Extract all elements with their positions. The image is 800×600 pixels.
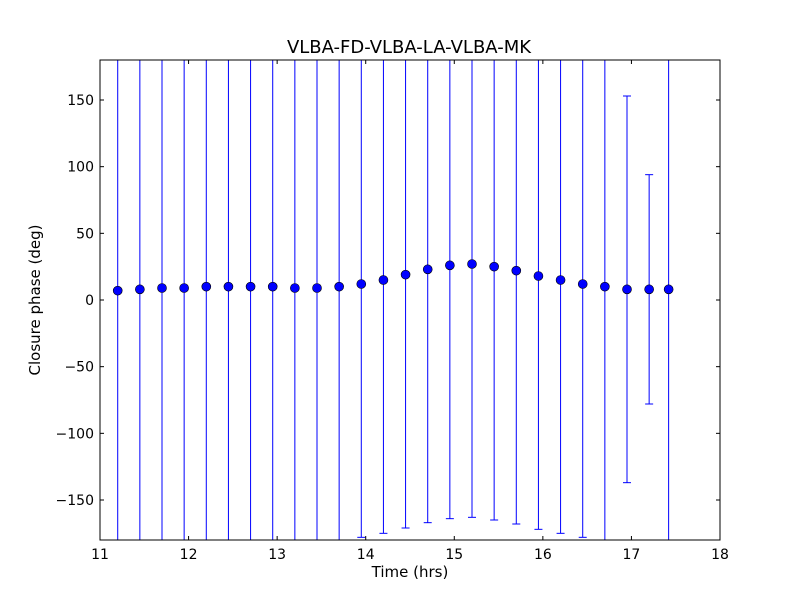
- x-tick-label: 13: [268, 547, 286, 563]
- data-point: [489, 261, 499, 272]
- data-point: [577, 279, 588, 289]
- data-point: [223, 281, 234, 292]
- data-point: [334, 281, 344, 292]
- x-axis-label: Time (hrs): [371, 563, 449, 581]
- data-point: [290, 283, 300, 293]
- data-point: [555, 275, 566, 285]
- data-point: [356, 279, 367, 289]
- y-axis-label: Closure phase (deg): [26, 225, 44, 376]
- data-point: [157, 283, 167, 293]
- x-tick-label: 16: [534, 547, 552, 563]
- y-tick-label: −50: [64, 360, 94, 376]
- x-tick-label: 15: [445, 547, 463, 563]
- plot-frame: [99, 59, 721, 541]
- data-point: [600, 281, 610, 292]
- data-point: [135, 284, 145, 295]
- x-tick-label: 12: [180, 547, 198, 563]
- data-point: [312, 283, 322, 293]
- data-point: [112, 285, 123, 296]
- data-point: [267, 281, 278, 292]
- y-tick-label: 50: [76, 226, 94, 242]
- data-point: [511, 265, 522, 276]
- data-point: [533, 271, 544, 281]
- data-point: [245, 281, 256, 292]
- data-point: [400, 269, 411, 280]
- y-tick-label: −100: [56, 426, 94, 442]
- data-point: [378, 275, 389, 285]
- data-points-group: [112, 259, 674, 296]
- x-tick-label: 17: [623, 547, 641, 563]
- chart-title: VLBA-FD-VLBA-LA-VLBA-MK: [287, 37, 532, 58]
- x-tick-label: 18: [711, 547, 729, 563]
- y-tick-label: 150: [67, 93, 94, 109]
- data-point: [622, 284, 632, 295]
- data-point: [422, 264, 433, 275]
- x-tick-label: 11: [91, 547, 109, 563]
- data-point: [201, 281, 212, 292]
- data-point: [179, 283, 189, 293]
- data-point: [663, 284, 674, 295]
- y-tick-label: 0: [85, 293, 94, 309]
- error-bars-group: [117, 60, 670, 541]
- x-tick-label: 14: [357, 547, 375, 563]
- data-point: [467, 259, 477, 269]
- data-point: [445, 260, 455, 271]
- y-tick-label: −150: [56, 493, 94, 509]
- y-tick-label: 100: [67, 160, 94, 176]
- ticks-group: 11 12 13 14 15 16 17 18 −150 −100 −50 0 50 100 150: [56, 60, 729, 563]
- data-point: [644, 284, 654, 295]
